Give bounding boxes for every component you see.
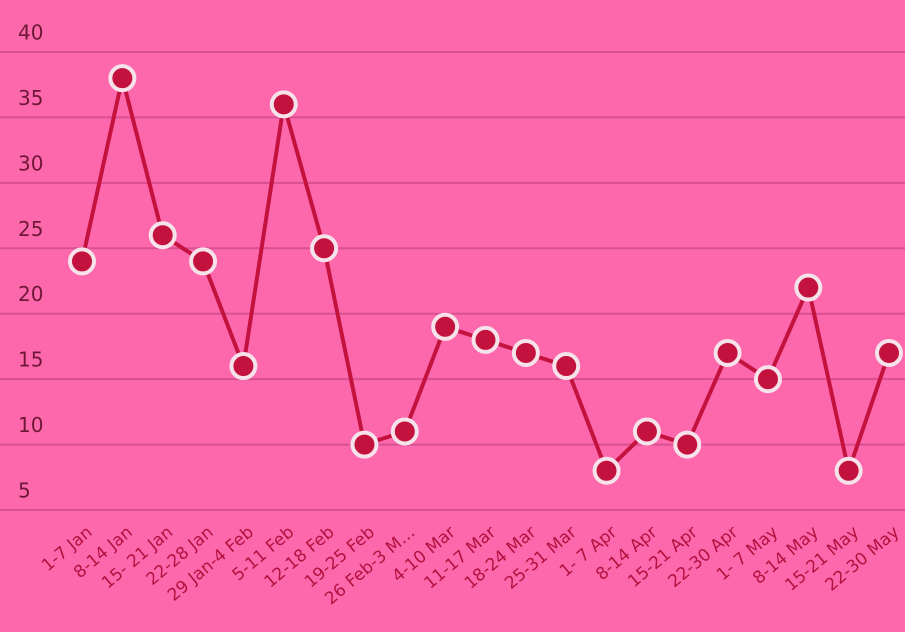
y-tick-label: 5 bbox=[18, 479, 31, 503]
point bbox=[753, 365, 782, 394]
point bbox=[390, 417, 419, 446]
point bbox=[592, 456, 621, 485]
y-tick-label: 30 bbox=[18, 151, 43, 175]
point bbox=[471, 325, 500, 354]
point bbox=[269, 90, 298, 119]
point bbox=[673, 430, 702, 459]
point bbox=[229, 352, 258, 381]
point bbox=[189, 247, 218, 276]
point bbox=[431, 312, 460, 341]
point bbox=[875, 338, 903, 367]
y-tick-label: 10 bbox=[18, 413, 43, 437]
y-tick-label: 40 bbox=[18, 21, 43, 45]
point bbox=[834, 456, 863, 485]
point bbox=[310, 234, 339, 263]
point bbox=[108, 64, 137, 93]
point bbox=[350, 430, 379, 459]
point bbox=[68, 247, 96, 276]
y-tick-label: 15 bbox=[18, 348, 43, 372]
point bbox=[632, 417, 661, 446]
point bbox=[713, 338, 742, 367]
y-tick-label: 35 bbox=[18, 86, 43, 110]
point bbox=[794, 273, 823, 302]
point bbox=[552, 352, 581, 381]
point bbox=[511, 338, 540, 367]
y-tick-label: 20 bbox=[18, 282, 43, 306]
point bbox=[148, 221, 177, 250]
y-tick-label: 25 bbox=[18, 217, 43, 241]
